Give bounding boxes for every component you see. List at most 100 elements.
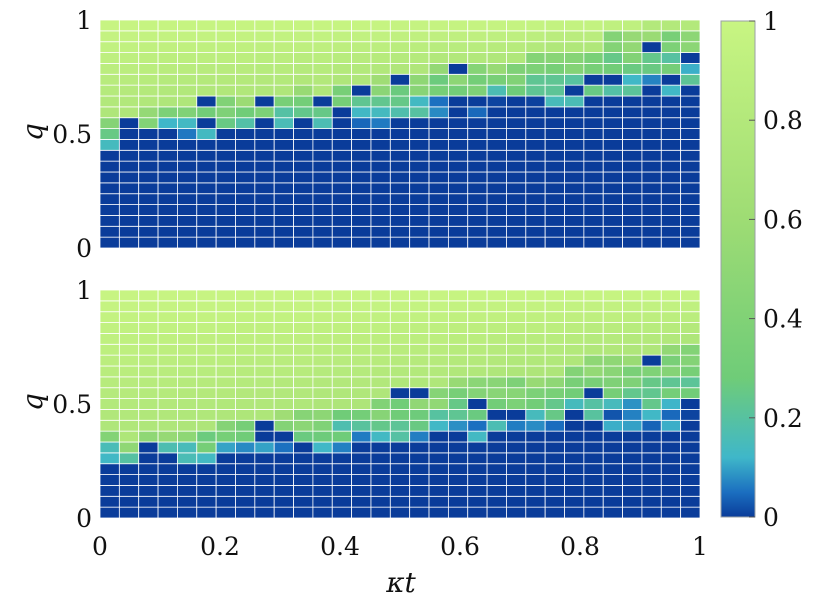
heatmap-cell [215, 149, 236, 162]
heatmap-cell [389, 215, 411, 227]
heatmap-cell [622, 354, 643, 367]
heatmap-cell [196, 30, 217, 43]
heatmap-cell [118, 30, 140, 43]
heatmap-cell [138, 52, 159, 64]
heatmap-cell [370, 160, 391, 173]
heatmap-cell [293, 149, 314, 162]
heatmap-cell [293, 41, 314, 53]
heatmap-cell [583, 182, 604, 195]
heatmap-cell [602, 193, 623, 205]
heatmap-cell [506, 333, 527, 345]
heatmap-cell [215, 128, 236, 140]
heatmap-cell [370, 73, 391, 86]
heatmap-cell [177, 474, 198, 486]
heatmap-cell [331, 354, 353, 367]
heatmap-cell [293, 160, 314, 173]
heatmap-cell [447, 289, 469, 302]
heatmap-cell [506, 160, 527, 173]
heatmap-cell [118, 387, 140, 399]
heatmap-cell [389, 409, 411, 421]
heatmap-cell [428, 160, 449, 173]
heatmap-cell [254, 322, 275, 334]
heatmap-cell [447, 495, 469, 508]
heatmap-cell [138, 289, 159, 302]
heatmap-cell [641, 182, 662, 195]
heatmap-cell [602, 171, 623, 184]
heatmap-cell [370, 182, 391, 195]
heatmap-cell [99, 495, 120, 508]
heatmap-cell [389, 322, 411, 334]
heatmap-cell [273, 149, 294, 162]
heatmap-cell [215, 41, 236, 53]
heatmap-cell [331, 193, 353, 205]
heatmap-cell [177, 441, 198, 454]
heatmap-cell [293, 117, 314, 129]
heatmap-cell [641, 419, 662, 432]
heatmap-cell [293, 182, 314, 195]
heatmap-cell [544, 343, 565, 356]
heatmap-cell [235, 441, 256, 454]
heatmap-cell [622, 149, 643, 162]
heatmap-cell [447, 419, 469, 432]
heatmap-cell [351, 160, 372, 173]
heatmap-cell [680, 463, 701, 475]
heatmap-cell [409, 485, 430, 497]
heatmap-cell [273, 225, 294, 238]
heatmap-cell [564, 19, 585, 32]
heatmap-cell [370, 117, 391, 129]
heatmap-cell [138, 322, 159, 334]
heatmap-cell [370, 52, 391, 64]
heatmap-cell [273, 322, 294, 334]
heatmap-cell [254, 117, 275, 129]
heatmap-cell [428, 149, 449, 162]
top-y-tick-label: 1 [76, 6, 92, 35]
heatmap-cell [544, 398, 565, 410]
heatmap-cell [177, 160, 198, 173]
heatmap-cell [564, 128, 585, 140]
heatmap-cell [583, 463, 604, 475]
heatmap-cell [389, 236, 411, 249]
heatmap-cell [467, 452, 488, 465]
heatmap-cell [660, 171, 682, 184]
colorbar-tick-label: 0.4 [763, 305, 803, 334]
heatmap-cell [680, 171, 701, 184]
heatmap-cell [486, 236, 507, 249]
heatmap-cell [602, 387, 623, 399]
heatmap-cell [118, 128, 140, 140]
heatmap-cell [235, 41, 256, 53]
heatmap-cell [118, 215, 140, 227]
heatmap-cell [467, 376, 488, 389]
heatmap-cell [680, 419, 701, 432]
heatmap-cell [351, 463, 372, 475]
heatmap-cell [660, 300, 682, 313]
heatmap-cell [138, 300, 159, 313]
heatmap-cell [467, 215, 488, 227]
heatmap-cell [583, 117, 604, 129]
heatmap-cell [641, 95, 662, 108]
heatmap-cell [118, 84, 140, 97]
heatmap-cell [118, 463, 140, 475]
heatmap-cell [215, 52, 236, 64]
heatmap-cell [506, 441, 527, 454]
heatmap-cell [235, 463, 256, 475]
heatmap-cell [351, 441, 372, 454]
heatmap-cell [370, 84, 391, 97]
heatmap-cell [428, 419, 449, 432]
heatmap-cell [196, 474, 217, 486]
heatmap-cell [486, 474, 507, 486]
heatmap-cell [506, 225, 527, 238]
heatmap-cell [215, 495, 236, 508]
heatmap-cell [118, 139, 140, 151]
heatmap-cell [254, 289, 275, 302]
heatmap-cell [351, 41, 372, 53]
heatmap-cell [235, 30, 256, 43]
heatmap-cell [293, 193, 314, 205]
heatmap-cell [641, 376, 662, 389]
heatmap-cell [293, 387, 314, 399]
heatmap-cell [138, 193, 159, 205]
heatmap-cell [99, 139, 120, 151]
heatmap-cell [177, 343, 198, 356]
heatmap-cell [157, 376, 178, 389]
heatmap-cell [118, 506, 140, 519]
heatmap-cell [447, 506, 469, 519]
